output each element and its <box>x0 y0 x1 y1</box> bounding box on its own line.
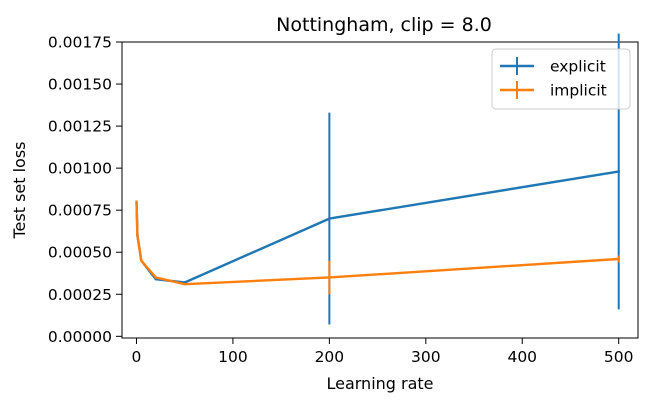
legend: explicit implicit <box>491 48 631 110</box>
y-axis: 0.00000 0.00025 0.00050 0.00075 0.00100 0.001… <box>48 34 122 346</box>
series-group <box>135 33 621 325</box>
legend-entry-explicit: explicit <box>500 57 606 76</box>
legend-box <box>491 48 631 110</box>
y-tick-label: 0.00000 <box>48 328 112 346</box>
y-tick-label: 0.00125 <box>48 118 112 136</box>
x-tick-label: 200 <box>315 348 345 366</box>
y-tick-label: 0.00150 <box>48 76 112 94</box>
y-tick-label: 0.00175 <box>48 34 112 52</box>
y-tick-label: 0.00100 <box>48 160 112 178</box>
y-tick-label: 0.00050 <box>48 244 112 262</box>
chart-title: Nottingham, clip = 8.0 <box>276 14 492 36</box>
data-point <box>617 257 620 261</box>
x-tick-label: 0 <box>132 348 142 366</box>
series-line <box>135 170 621 284</box>
x-tick-label: 100 <box>218 348 248 366</box>
x-tick-label: 500 <box>604 348 634 366</box>
y-tick-label: 0.00075 <box>48 202 112 220</box>
legend-label: explicit <box>550 58 606 76</box>
x-axis: 0 100 200 300 400 500 <box>132 338 634 366</box>
y-tick-label: 0.00025 <box>48 286 112 304</box>
series-implicit <box>135 200 620 295</box>
data-point <box>140 259 143 262</box>
data-point <box>617 170 620 173</box>
y-axis-label: Test set loss <box>10 141 29 239</box>
legend-entry-implicit: implicit <box>500 81 607 100</box>
data-point <box>328 217 331 220</box>
data-point <box>135 200 138 203</box>
data-point <box>154 276 157 279</box>
x-tick-label: 300 <box>411 348 441 366</box>
data-point <box>328 276 331 279</box>
legend-label: implicit <box>550 82 607 100</box>
x-axis-label: Learning rate <box>326 374 433 393</box>
x-tick-label: 400 <box>507 348 537 366</box>
data-point <box>183 282 186 286</box>
data-point <box>136 234 139 237</box>
plot-area <box>121 41 639 339</box>
